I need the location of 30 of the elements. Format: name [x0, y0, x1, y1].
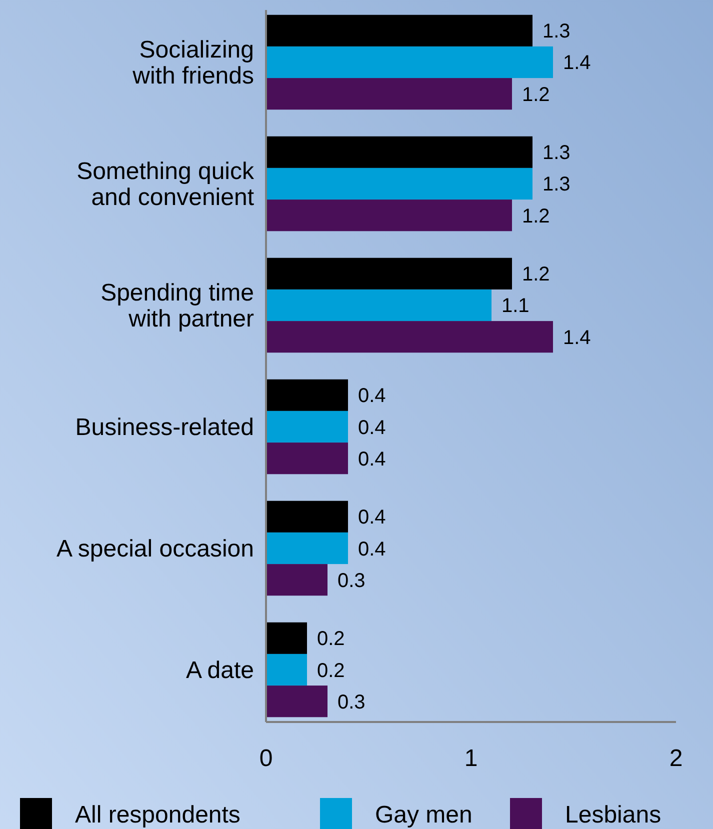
- legend-label: Gay men: [375, 801, 472, 828]
- x-tick-label: 1: [464, 745, 478, 772]
- y-tick-label: Business-related: [75, 414, 254, 442]
- data-label: 0.3: [338, 691, 366, 714]
- y-tick-label: Socializing with friends: [132, 36, 254, 90]
- legend-label: All respondents: [75, 801, 240, 828]
- data-label: 1.3: [542, 174, 570, 196]
- y-tick-label: Spending time with partner: [100, 280, 254, 333]
- data-label: 0.2: [317, 660, 345, 682]
- data-label: 0.4: [358, 448, 386, 470]
- y-tick-label: Something quick and convenient: [76, 158, 255, 212]
- data-label: 0.4: [358, 385, 386, 408]
- x-tick-label: 2: [669, 745, 683, 772]
- y-tick-label: A date: [186, 657, 254, 684]
- data-label: 1.2: [522, 84, 550, 106]
- data-label: 0.4: [358, 416, 386, 439]
- data-label: 1.3: [542, 142, 570, 164]
- data-label: 0.3: [338, 570, 366, 592]
- legend-label: Lesbians: [565, 801, 662, 828]
- data-label: 0.4: [358, 506, 386, 529]
- data-label: 0.4: [358, 538, 386, 560]
- y-tick-label: A special occasion: [56, 536, 254, 563]
- x-tick-label: 0: [259, 745, 273, 772]
- data-label: 1.2: [522, 205, 550, 228]
- data-label: 1.2: [522, 264, 550, 286]
- data-label: 0.2: [317, 628, 345, 650]
- data-label: 1.4: [563, 52, 591, 74]
- data-label: 1.1: [502, 295, 530, 318]
- data-label: 1.3: [542, 20, 570, 43]
- data-label: 1.4: [563, 326, 591, 349]
